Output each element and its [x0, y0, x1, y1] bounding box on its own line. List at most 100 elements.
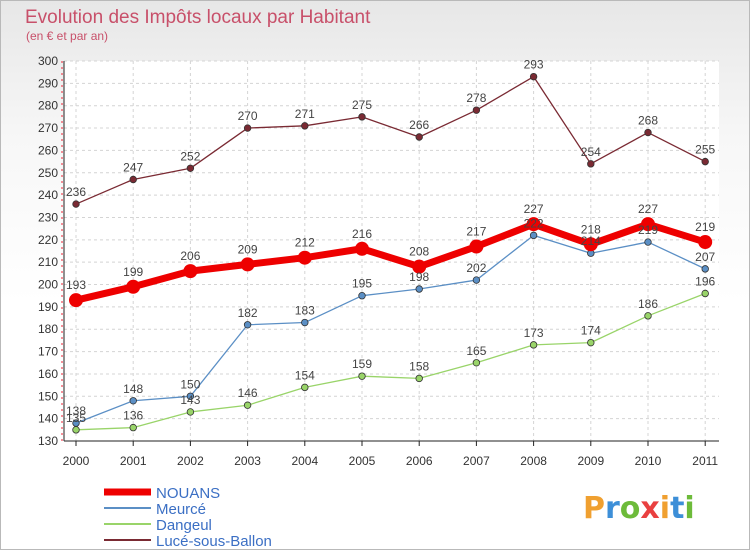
data-label: 195	[352, 277, 372, 291]
data-point	[529, 231, 538, 240]
data-label: 219	[638, 223, 658, 237]
data-point	[129, 175, 137, 184]
data-label: 199	[123, 265, 143, 279]
data-label: 218	[581, 222, 601, 236]
data-point	[301, 383, 309, 392]
data-label: 165	[466, 344, 486, 358]
data-label: 186	[638, 297, 658, 311]
proxiti-logo-letter: o	[620, 491, 641, 526]
data-point	[186, 392, 195, 400]
data-label: 154	[295, 368, 315, 382]
data-point	[186, 408, 195, 416]
axes: 130 140 150 160 170 180 190 200 210 220 230 240 250 2…	[38, 54, 719, 468]
x-tick-label: 2010	[635, 454, 662, 468]
y-tick-label: 220	[38, 233, 58, 247]
x-tick-label: 2000	[63, 454, 90, 468]
data-point	[529, 72, 538, 81]
chart-subtitle: (en € et par an)	[26, 29, 108, 43]
data-point	[358, 292, 366, 300]
x-tick-label: 2008	[520, 454, 547, 468]
data-point	[644, 128, 652, 137]
x-tick-label: 2006	[406, 454, 433, 468]
data-point	[412, 259, 427, 274]
proxiti-logo-letter: x	[640, 491, 659, 526]
data-label: 208	[409, 245, 429, 259]
y-tick-label: 190	[38, 300, 58, 314]
data-point	[641, 217, 655, 232]
proxiti-logo-letter: i	[684, 491, 694, 526]
data-label: 173	[524, 326, 544, 340]
data-label: 252	[180, 149, 200, 163]
legend-label: Meurcé	[156, 501, 206, 518]
data-label: 236	[66, 185, 86, 199]
x-tick-label: 2005	[349, 454, 376, 468]
data-label: 254	[581, 145, 601, 159]
data-label: 270	[238, 109, 258, 123]
y-tick-label: 240	[38, 188, 58, 202]
proxiti-logo-letter: r	[605, 491, 620, 526]
data-label: 158	[409, 359, 429, 373]
data-label: 255	[695, 143, 715, 157]
data-point	[583, 237, 598, 252]
data-point	[472, 276, 481, 284]
data-point	[243, 124, 252, 132]
grid-lines	[64, 60, 719, 441]
data-label: 206	[180, 249, 200, 263]
data-point	[587, 338, 595, 347]
series-layer	[69, 72, 713, 434]
data-label: 207	[695, 250, 715, 264]
y-tick-label: 210	[38, 255, 58, 269]
data-label: 174	[581, 324, 601, 338]
plot-area	[64, 61, 719, 441]
data-point	[240, 257, 255, 272]
data-label: 196	[695, 274, 715, 288]
data-label: 217	[466, 225, 486, 239]
plot-background	[64, 61, 719, 441]
data-point	[701, 265, 709, 273]
legend-label: Dangeul	[156, 517, 212, 534]
data-point	[358, 372, 366, 380]
data-label: 212	[295, 236, 315, 250]
data-label: 227	[638, 202, 658, 216]
data-point	[526, 217, 541, 232]
proxiti-logo-letter: i	[660, 491, 670, 526]
y-tick-label: 270	[38, 121, 58, 135]
data-label: 159	[352, 357, 372, 371]
data-label: 268	[638, 114, 658, 128]
x-tick-label: 2002	[177, 454, 204, 468]
data-point	[186, 164, 195, 172]
series-line-dangeul	[75, 292, 706, 431]
y-tick-label: 260	[38, 143, 58, 157]
data-label: 209	[238, 242, 258, 256]
data-label: 222	[524, 216, 544, 230]
data-label: 138	[66, 404, 86, 418]
series-line-luc-sous-ballon	[75, 75, 706, 205]
data-point	[183, 264, 198, 279]
data-point	[644, 312, 652, 320]
y-tick-label: 130	[38, 434, 58, 448]
data-point	[72, 200, 80, 208]
data-point	[587, 160, 595, 168]
data-point	[243, 321, 252, 329]
data-point	[701, 289, 709, 298]
data-point	[415, 374, 423, 383]
x-tick-label: 2007	[463, 454, 490, 468]
proxiti-logo-letter: t	[670, 491, 684, 526]
series-line-meurc-	[75, 234, 706, 424]
data-label: 293	[524, 58, 544, 72]
data-label: 278	[466, 91, 486, 105]
x-tick-label: 2009	[577, 454, 604, 468]
data-label: 216	[352, 227, 372, 241]
y-tick-label: 160	[38, 367, 58, 381]
data-label: 271	[295, 107, 315, 121]
chart-title: Evolution des Impôts locaux par Habitant	[25, 7, 371, 28]
data-point	[297, 250, 312, 265]
y-tick-label: 300	[38, 54, 58, 68]
data-point	[69, 293, 83, 308]
y-tick-label: 140	[38, 412, 58, 426]
data-label: 193	[66, 278, 86, 292]
data-point	[129, 423, 137, 432]
data-label: 146	[238, 386, 258, 400]
